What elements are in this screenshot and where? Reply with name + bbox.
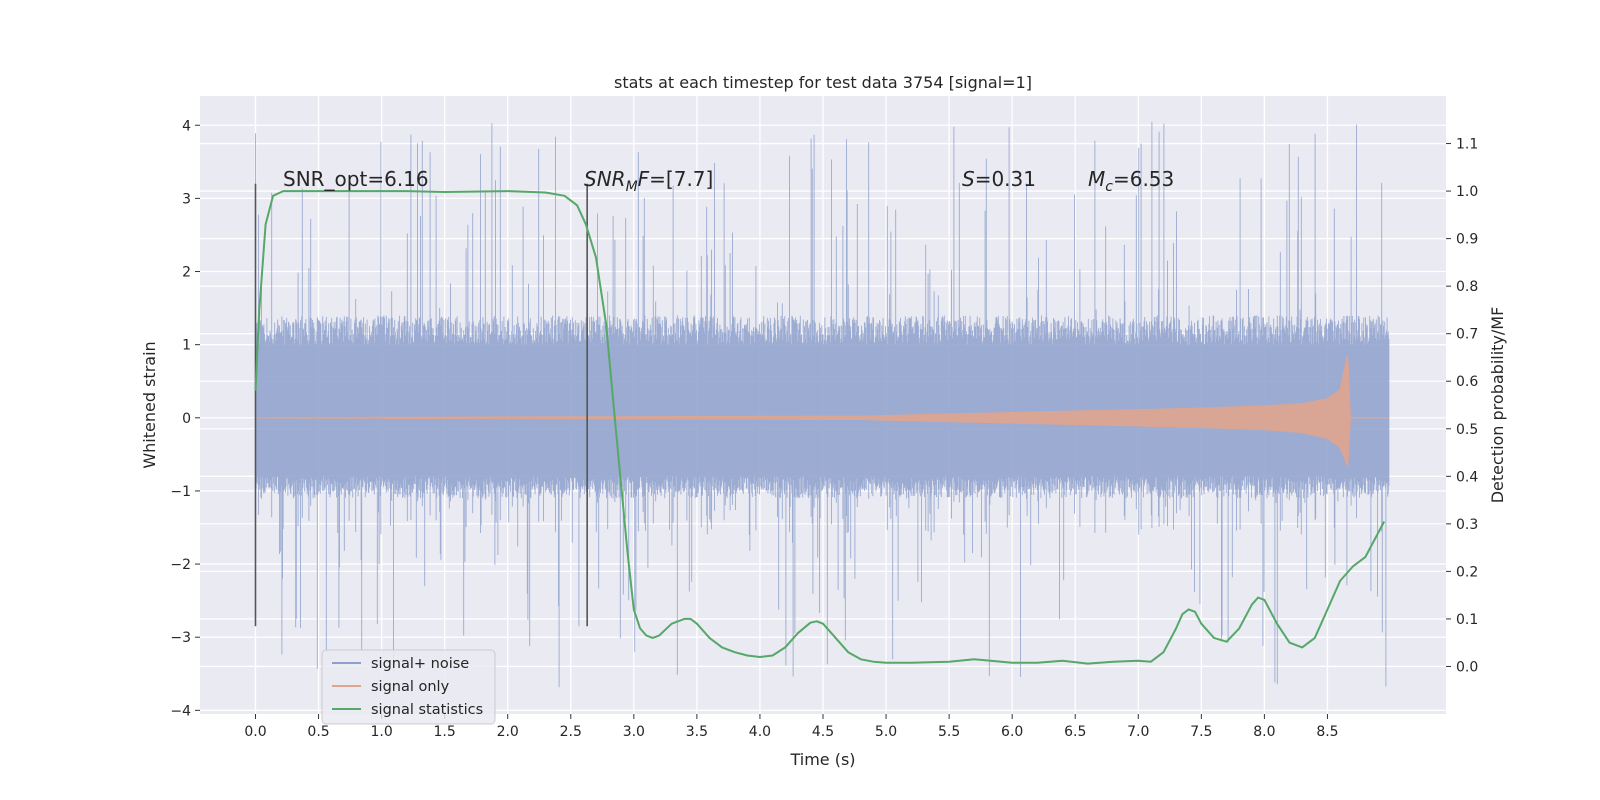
- x-tick-label: 5.5: [938, 724, 960, 740]
- legend-box: [321, 649, 496, 725]
- x-axis-ticks: 0.0 0.5 1.0 1.5 2.0 2.5 3.0 3.5 4.0 4.5 5.0 5.5 6.0 6…: [244, 714, 1339, 740]
- annotation-mc: Mc=6.53: [1088, 167, 1174, 195]
- y-right-tick-label: 1.0: [1456, 184, 1478, 200]
- x-tick-label: 0.5: [307, 724, 329, 740]
- x-tick-label: 7.5: [1190, 724, 1212, 740]
- legend-label-signal-only: signal only: [371, 679, 450, 695]
- x-tick-label: 5.0: [875, 724, 897, 740]
- y-axis-label: Whitened strain: [140, 341, 159, 468]
- y-tick-label: −3: [170, 630, 191, 646]
- y-axis-right-label: Detection probability/MF: [1488, 307, 1507, 504]
- x-tick-label: 3.5: [686, 724, 708, 740]
- series-signal-only: [255, 355, 1390, 466]
- annotation-s-symbol: S: [962, 167, 975, 191]
- annotation-mc-value: =6.53: [1113, 167, 1174, 191]
- x-tick-label: 1.0: [370, 724, 392, 740]
- annotation-snr-mf: SNRMF=[7.7]: [584, 167, 713, 195]
- annotation-snr-mf-tail: F=: [638, 167, 666, 191]
- y-tick-label: −4: [170, 703, 191, 719]
- y-right-tick-label: 0.2: [1456, 564, 1478, 580]
- x-tick-label: 4.5: [812, 724, 834, 740]
- annotation-mc-sub: c: [1105, 179, 1113, 195]
- annotation-snr-mf-main: SNR: [584, 167, 626, 191]
- x-tick-label: 4.0: [749, 724, 771, 740]
- x-tick-label: 2.0: [497, 724, 519, 740]
- chirp-envelope: [255, 355, 1390, 466]
- chart-title: stats at each timestep for test data 375…: [614, 73, 1032, 92]
- annotation-snr-opt: SNR_opt=6.16: [283, 167, 429, 191]
- y-axis-right-ticks: 1.1 1.0 0.9 0.8 0.7 0.6 0.5 0.4 0.3 0.2 0.1 0.0: [1446, 137, 1478, 675]
- x-tick-label: 3.0: [623, 724, 645, 740]
- y-tick-label: 3: [182, 191, 191, 207]
- y-right-tick-label: 0.8: [1456, 279, 1478, 295]
- annotation-s: S=0.31: [962, 167, 1036, 191]
- y-axis-left-ticks: 4 3 2 1 0 −1 −2 −3 −4: [170, 118, 200, 719]
- y-right-tick-label: 0.0: [1456, 659, 1478, 675]
- y-right-tick-label: 0.5: [1456, 422, 1478, 438]
- x-tick-label: 0.0: [244, 724, 266, 740]
- y-tick-label: 2: [182, 265, 191, 281]
- x-tick-label: 8.5: [1316, 724, 1338, 740]
- legend-label-signal-statistics: signal statistics: [371, 702, 483, 718]
- statistics-line: [254, 190, 1386, 665]
- annotation-snr-opt-prefix: SNR_opt=: [283, 167, 384, 191]
- y-right-tick-label: 0.4: [1456, 469, 1478, 485]
- x-axis-label: Time (s): [789, 750, 855, 769]
- x-tick-label: 6.5: [1064, 724, 1086, 740]
- x-tick-label: 1.5: [434, 724, 456, 740]
- y-right-tick-label: 0.9: [1456, 232, 1478, 248]
- series-signal-statistics: [254, 190, 1386, 665]
- y-tick-label: 1: [182, 338, 191, 354]
- y-tick-label: 4: [182, 118, 191, 134]
- vertical-markers: [254, 183, 588, 627]
- x-tick-label: 7.0: [1127, 724, 1149, 740]
- annotation-mc-symbol: M: [1088, 167, 1105, 191]
- annotation-s-value: =0.31: [975, 167, 1036, 191]
- y-tick-label: −2: [170, 557, 191, 573]
- y-right-tick-label: 1.1: [1456, 137, 1478, 153]
- y-right-tick-label: 0.6: [1456, 374, 1478, 390]
- annotation-snr-mf-sub: M: [626, 179, 638, 195]
- annotation-snr-mf-value: [7.7]: [666, 167, 713, 191]
- y-tick-label: 0: [182, 411, 191, 427]
- y-right-tick-label: 0.3: [1456, 517, 1478, 533]
- y-right-tick-label: 0.1: [1456, 612, 1478, 628]
- annotation-snr-opt-value: 6.16: [384, 167, 429, 191]
- y-right-tick-label: 0.7: [1456, 327, 1478, 343]
- x-tick-label: 8.0: [1253, 724, 1275, 740]
- legend-label-signal-plus-noise: signal+ noise: [371, 656, 469, 672]
- x-tick-label: 2.5: [560, 724, 582, 740]
- legend: signal+ noise signal only signal statist…: [321, 649, 496, 725]
- x-tick-label: 6.0: [1001, 724, 1023, 740]
- y-tick-label: −1: [170, 484, 191, 500]
